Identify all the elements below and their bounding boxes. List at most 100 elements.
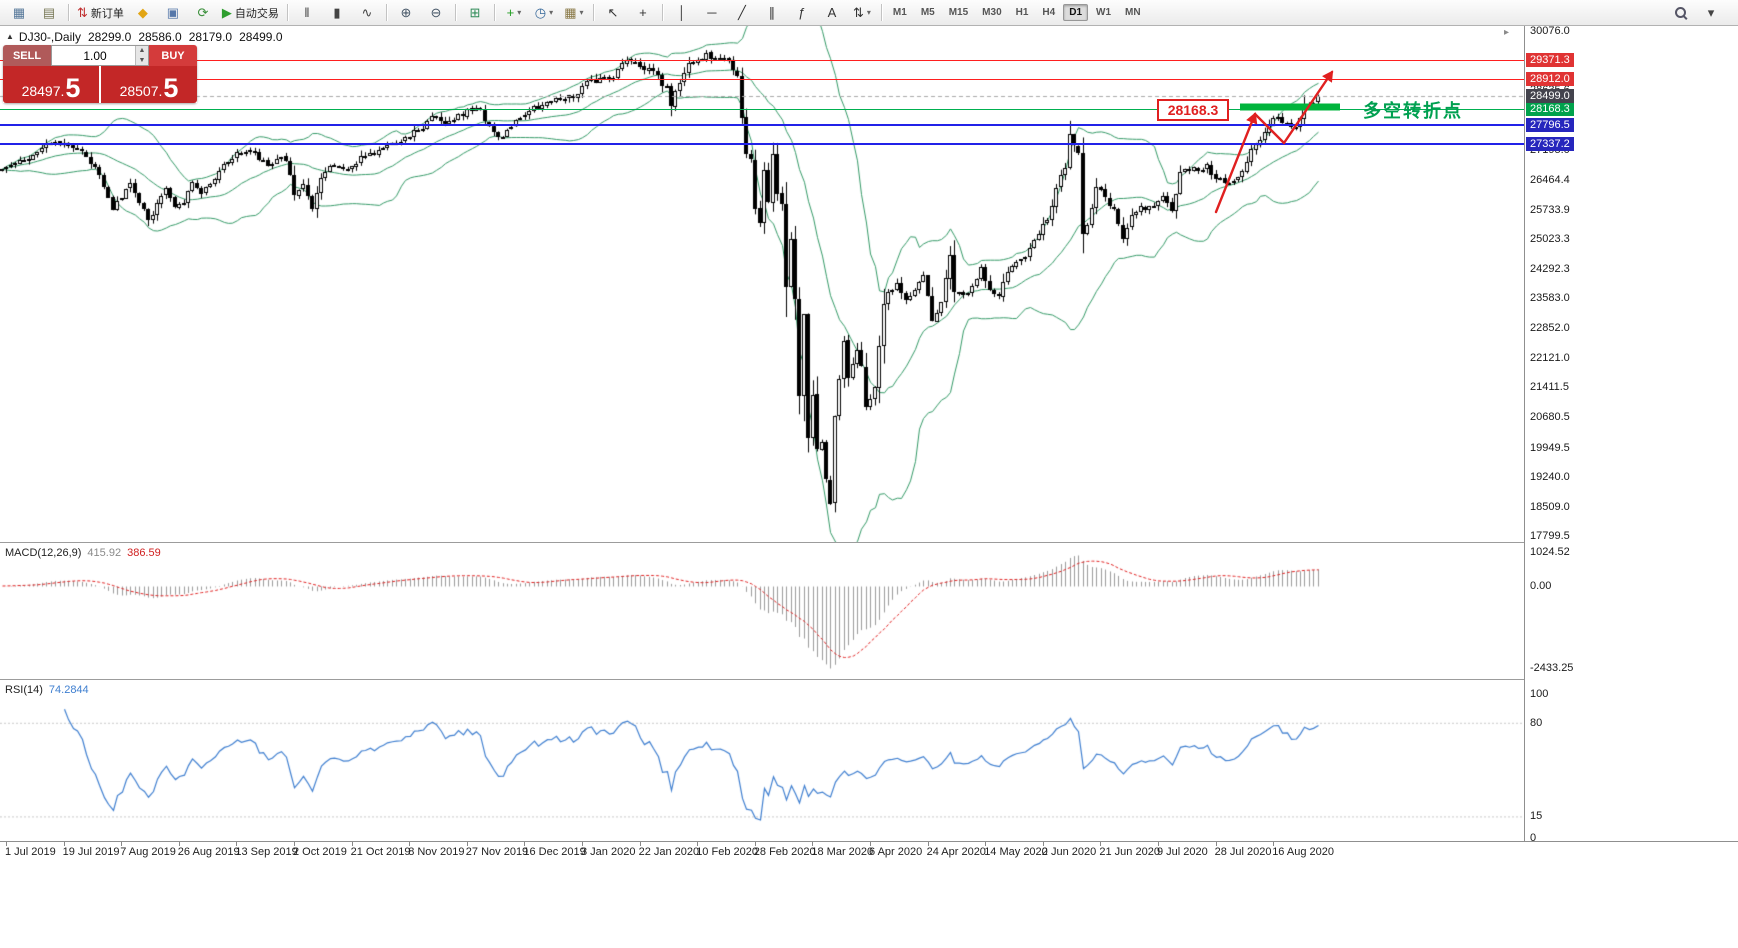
indicators-button[interactable]: + ▾ bbox=[499, 2, 529, 24]
mql5-community-button[interactable]: ◆ bbox=[128, 2, 158, 24]
line-chart-mode-icon: ∿ bbox=[361, 5, 373, 20]
timeframe-m5-button[interactable]: M5 bbox=[920, 7, 935, 18]
macd-panel-separator[interactable] bbox=[0, 542, 1738, 543]
rsi-indicator-canvas[interactable] bbox=[0, 680, 1524, 841]
cursor-icon: ↖ bbox=[607, 5, 619, 20]
timeframe-m30-button[interactable]: M30 bbox=[982, 7, 1002, 18]
price-badge: 28912.0 bbox=[1526, 71, 1574, 86]
print-preview-button[interactable]: ▣ bbox=[158, 2, 188, 24]
date-label: 26 Aug 2019 bbox=[177, 846, 240, 858]
price-scale-label: 25733.9 bbox=[1530, 203, 1570, 216]
turning-point-note[interactable]: 多空转折点 bbox=[1363, 101, 1463, 121]
price-chart-canvas[interactable] bbox=[0, 26, 1524, 542]
chart-title: ▲ DJ30-,Daily 28299.0 28586.0 28179.0 28499.0 bbox=[6, 30, 290, 44]
refresh-button[interactable]: ⟳ bbox=[188, 2, 218, 24]
main-toolbar: ▦ ▤ ⇅ 新订单 ◆ ▣ ⟳ ▶ 自动交易 ‖ ▮ ∿ ⊕ ⊖ ⊞ + ▾ ◷ ▾ ▦ ▾ ↖ + │ ─ ╱ ∥ ƒ A ⇅ ▾ M1 M5… bbox=[0, 0, 1738, 26]
time-axis-tick bbox=[1042, 842, 1044, 846]
volume-up-button[interactable]: ▲ bbox=[138, 47, 146, 54]
price-axis[interactable]: 30076.028635.627195.026464.425733.925023… bbox=[1524, 25, 1738, 844]
macd-name: MACD(12,26,9) bbox=[5, 547, 82, 559]
text-button[interactable]: A bbox=[817, 2, 847, 24]
price-scale-label: 23583.0 bbox=[1530, 292, 1570, 305]
new-chart-button[interactable]: ▦ bbox=[4, 2, 34, 24]
ohlc-open: 28299.0 bbox=[87, 30, 132, 44]
ohlc-low: 28179.0 bbox=[188, 30, 233, 44]
time-axis-tick bbox=[1100, 842, 1102, 846]
date-label: 28 Jul 2020 bbox=[1214, 846, 1272, 858]
vertical-line-button[interactable]: │ bbox=[667, 2, 697, 24]
timeframe-mn-button[interactable]: MN bbox=[1125, 7, 1141, 18]
templates-button[interactable]: ▦ ▾ bbox=[559, 2, 589, 24]
search-button[interactable] bbox=[1666, 2, 1696, 24]
date-label: 24 Apr 2020 bbox=[926, 846, 986, 858]
time-axis-tick bbox=[294, 842, 295, 846]
time-axis-tick bbox=[409, 842, 411, 846]
new-chart-icon: ▦ bbox=[12, 5, 26, 20]
zoom-in-button[interactable]: ⊕ bbox=[391, 2, 421, 24]
time-axis-tick bbox=[870, 842, 871, 846]
horizontal-line-button[interactable]: ─ bbox=[697, 2, 727, 24]
profiles-icon: ▤ bbox=[42, 5, 56, 20]
new-order-button[interactable]: ⇅ 新订单 bbox=[73, 2, 128, 24]
horizontal-line-icon: ─ bbox=[707, 5, 717, 20]
price-badge: 27796.5 bbox=[1526, 117, 1574, 132]
toolbar-separator bbox=[385, 4, 387, 21]
crosshair-button[interactable]: + bbox=[628, 2, 658, 24]
time-axis-tick bbox=[1273, 842, 1275, 846]
time-axis-tick bbox=[582, 842, 583, 846]
timeframe-m1-button[interactable]: M1 bbox=[892, 7, 907, 18]
arrows-button[interactable]: ⇅ ▾ bbox=[847, 2, 877, 24]
macd-indicator-canvas[interactable] bbox=[0, 543, 1524, 679]
volume-field-wrap: ▲ ▼ bbox=[51, 45, 149, 66]
tile-windows-button[interactable]: ⊞ bbox=[460, 2, 490, 24]
sell-tab[interactable]: SELL bbox=[3, 45, 51, 66]
time-axis[interactable]: 1 Jul 2019 19 Jul 2019 7 Aug 2019 26 Aug 20… bbox=[0, 841, 1738, 864]
timeframe-h4-button[interactable]: H4 bbox=[1042, 7, 1056, 18]
timeframe-h1-button[interactable]: H1 bbox=[1015, 7, 1029, 18]
rsi-value: 74.2844 bbox=[48, 684, 89, 696]
autotrading-button[interactable]: ▶ 自动交易 bbox=[218, 2, 283, 24]
date-label: 9 Jul 2020 bbox=[1157, 846, 1208, 858]
toolbar-separator bbox=[661, 4, 663, 21]
time-axis-tick bbox=[1158, 842, 1159, 846]
time-axis-tick bbox=[927, 842, 929, 846]
periods-icon: ◷ bbox=[534, 5, 547, 20]
volume-input[interactable] bbox=[52, 46, 148, 65]
buy-button[interactable]: 28507. 5 bbox=[101, 66, 197, 103]
time-axis-tick bbox=[63, 842, 65, 846]
timeframe-m15-button[interactable]: M15 bbox=[948, 7, 969, 18]
quick-navigation-icon: ▾ bbox=[1707, 5, 1715, 20]
volume-down-button[interactable]: ▼ bbox=[138, 56, 146, 64]
bar-chart-mode-button[interactable]: ‖ bbox=[292, 2, 322, 24]
equidistant-channel-button[interactable]: ∥ bbox=[757, 2, 787, 24]
date-label: 2 Jun 2020 bbox=[1041, 846, 1097, 858]
line-chart-mode-button[interactable]: ∿ bbox=[352, 2, 382, 24]
time-axis-tick bbox=[121, 842, 123, 846]
time-axis-tick bbox=[697, 842, 699, 846]
time-axis-tick bbox=[351, 842, 353, 846]
timeframe-d1-button[interactable]: D1 bbox=[1063, 4, 1089, 21]
fibonacci-button[interactable]: ƒ bbox=[787, 2, 817, 24]
periods-button[interactable]: ◷ ▾ bbox=[529, 2, 559, 24]
price-scale-label: 19240.0 bbox=[1530, 470, 1570, 483]
one-click-collapse-icon[interactable]: ▲ bbox=[6, 32, 14, 41]
crosshair-icon: + bbox=[639, 5, 647, 20]
sell-button[interactable]: 28497. 5 bbox=[3, 66, 99, 103]
buy-tab[interactable]: BUY bbox=[149, 45, 197, 66]
rsi-panel-separator[interactable] bbox=[0, 679, 1738, 680]
cursor-button[interactable]: ↖ bbox=[598, 2, 628, 24]
candlestick-mode-button[interactable]: ▮ bbox=[322, 2, 352, 24]
timeframe-w1-button[interactable]: W1 bbox=[1096, 7, 1112, 18]
date-label: 14 May 2020 bbox=[984, 846, 1048, 858]
toolbar-separator bbox=[454, 4, 456, 21]
one-click-trading-panel: SELL ▲ ▼ BUY 28497.5 28507.5 bbox=[3, 45, 197, 103]
quick-navigation-button[interactable]: ▾ bbox=[1696, 2, 1726, 24]
profiles-button[interactable]: ▤ bbox=[34, 2, 64, 24]
mql5-community-icon: ◆ bbox=[137, 5, 148, 20]
zoom-out-button[interactable]: ⊖ bbox=[421, 2, 451, 24]
price-callout-label[interactable]: 28168.3 bbox=[1157, 99, 1229, 121]
trendline-button[interactable]: ╱ bbox=[727, 2, 757, 24]
chart-shift-marker[interactable]: ▸ bbox=[1504, 27, 1510, 38]
time-axis-tick bbox=[754, 842, 756, 846]
